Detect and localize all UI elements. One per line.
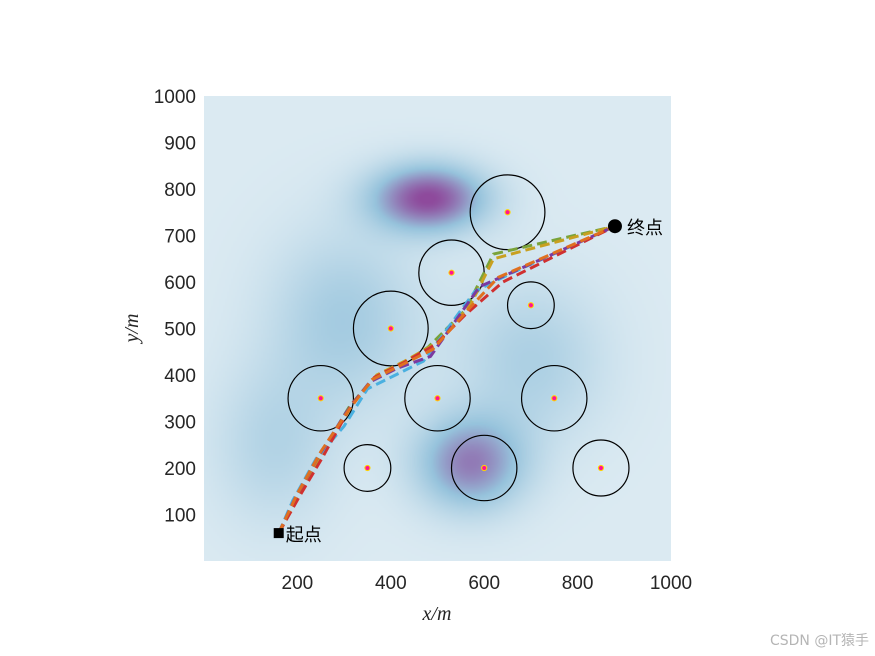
x-tick-label: 400 [375, 573, 407, 594]
obstacle-center-1 [504, 209, 511, 216]
obstacle-center-8 [364, 464, 371, 472]
markers-layer: 起点 终点 [273, 218, 663, 546]
obstacle-circle-4 [506, 281, 555, 330]
y-tick-label: 500 [164, 320, 196, 341]
y-tick-label: 900 [164, 134, 196, 155]
path-series-3 [277, 224, 616, 534]
y-tick-label: 600 [164, 273, 196, 294]
obstacle-circle-8 [343, 444, 392, 492]
y-axis-ticks: 100 200 300 400 500 600 700 800 900 1000 [154, 87, 196, 527]
y-axis-label: y/m [121, 314, 143, 345]
obstacle-center-6 [434, 395, 441, 402]
y-tick-label: 200 [164, 459, 196, 480]
y-tick-label: 700 [164, 227, 196, 248]
x-tick-label: 800 [562, 573, 594, 594]
y-tick-label: 800 [164, 180, 196, 201]
x-tick-label: 200 [282, 573, 314, 594]
x-axis-label: x/m [422, 603, 452, 625]
obstacle-center-3 [387, 325, 394, 332]
x-axis-ticks: 200 400 600 800 1000 [282, 573, 693, 594]
obstacle-center-5 [317, 395, 324, 402]
y-tick-label: 1000 [154, 87, 196, 108]
x-tick-label: 1000 [650, 573, 692, 594]
x-tick-label: 600 [468, 573, 500, 594]
obstacle-circle-5 [287, 364, 355, 432]
obstacle-center-4 [527, 302, 535, 309]
obstacles-layer [287, 174, 630, 502]
obstacle-circle-7 [520, 364, 588, 432]
start-marker [273, 528, 284, 539]
paths-layer [277, 224, 616, 534]
y-tick-label: 100 [164, 506, 196, 527]
path-series-6 [277, 224, 616, 534]
y-tick-label: 300 [164, 413, 196, 434]
obstacle-center-9 [481, 464, 488, 472]
obstacle-circle-3 [352, 290, 429, 367]
plot-area: 起点 终点 [204, 96, 671, 561]
obstacle-circle-6 [404, 364, 471, 432]
obstacle-circle-9 [450, 434, 518, 502]
obstacle-center-2 [448, 269, 455, 276]
end-marker [607, 219, 622, 234]
y-tick-label: 400 [164, 366, 196, 387]
obstacle-circle-10 [572, 439, 630, 497]
obstacle-center-10 [597, 464, 605, 472]
end-label: 终点 [627, 218, 663, 239]
obstacle-center-7 [551, 395, 558, 402]
watermark: CSDN @IT猿手 [769, 633, 869, 649]
terrain-heatmap [204, 96, 671, 561]
start-label: 起点 [286, 525, 322, 546]
